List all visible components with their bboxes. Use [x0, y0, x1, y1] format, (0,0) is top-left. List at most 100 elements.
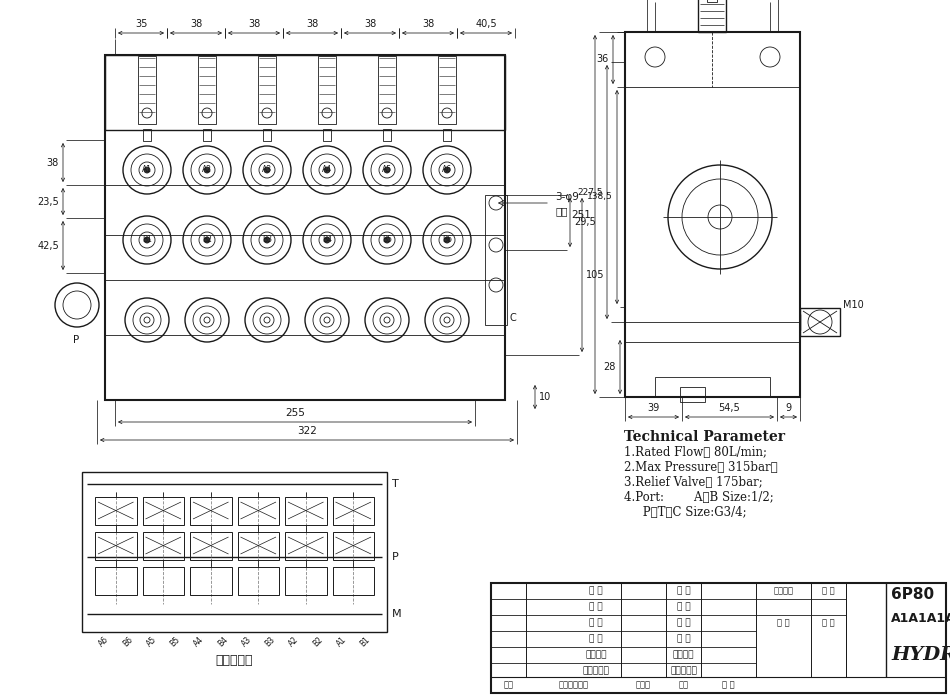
- Bar: [105, 55, 505, 400]
- Bar: [258, 56, 276, 124]
- Text: A5: A5: [382, 166, 392, 175]
- Text: B4: B4: [322, 235, 332, 244]
- Bar: [190, 497, 232, 525]
- Text: A1A1A1A1A1A1GKZ1: A1A1A1A1A1A1GKZ1: [891, 612, 950, 625]
- Text: 4.Port:        A、B Size:1/2;: 4.Port: A、B Size:1/2;: [624, 491, 773, 504]
- Text: A2: A2: [287, 635, 300, 649]
- Text: P: P: [73, 335, 79, 345]
- Text: 重 量: 重 量: [822, 587, 835, 596]
- Text: P: P: [392, 552, 399, 562]
- Text: 28: 28: [603, 362, 616, 372]
- Text: B3: B3: [263, 635, 276, 649]
- Text: A1: A1: [142, 166, 152, 175]
- Circle shape: [324, 167, 330, 173]
- Text: M10: M10: [843, 300, 864, 310]
- Text: 105: 105: [586, 270, 604, 280]
- Text: 322: 322: [297, 426, 317, 436]
- Text: M: M: [392, 609, 402, 619]
- Bar: [95, 532, 137, 560]
- Text: B2: B2: [202, 235, 212, 244]
- Bar: [82, 472, 387, 632]
- Circle shape: [204, 237, 210, 243]
- Bar: [438, 56, 456, 124]
- Text: 6P80: 6P80: [891, 587, 934, 602]
- Bar: [491, 583, 946, 693]
- Bar: [378, 56, 396, 124]
- Text: 36: 36: [597, 54, 609, 65]
- Text: A3: A3: [262, 166, 272, 175]
- Text: 1.Rated Flow： 80L/min;: 1.Rated Flow： 80L/min;: [624, 446, 767, 459]
- Bar: [332, 497, 374, 525]
- Text: 38: 38: [248, 19, 260, 29]
- Circle shape: [324, 237, 330, 243]
- Text: B1: B1: [358, 635, 371, 649]
- Text: B1: B1: [142, 235, 152, 244]
- Text: Technical Parameter: Technical Parameter: [624, 430, 785, 444]
- Circle shape: [144, 167, 150, 173]
- Text: 批 准: 批 准: [589, 635, 603, 644]
- Text: B5: B5: [168, 635, 181, 649]
- Text: 2.Max Pressure： 315bar，: 2.Max Pressure： 315bar，: [624, 461, 778, 474]
- Bar: [142, 497, 184, 525]
- Text: 23,5: 23,5: [37, 196, 59, 207]
- Text: 38: 38: [47, 157, 59, 168]
- Bar: [263, 129, 271, 141]
- Text: 更改内容标记: 更改内容标记: [559, 681, 588, 690]
- Text: B3: B3: [262, 235, 272, 244]
- Text: B2: B2: [311, 635, 324, 649]
- Bar: [285, 497, 327, 525]
- Text: 制 图: 制 图: [676, 603, 691, 612]
- Bar: [383, 129, 391, 141]
- Text: 35: 35: [135, 19, 147, 29]
- Bar: [625, 32, 800, 397]
- Bar: [485, 195, 507, 325]
- Bar: [142, 532, 184, 560]
- Bar: [680, 387, 705, 402]
- Text: T: T: [392, 479, 399, 489]
- Text: B4: B4: [216, 635, 229, 649]
- Text: 液压原理图: 液压原理图: [216, 654, 254, 667]
- Text: 制 图: 制 图: [589, 603, 603, 612]
- Circle shape: [144, 237, 150, 243]
- Circle shape: [384, 167, 390, 173]
- Text: 39: 39: [647, 403, 659, 413]
- Text: 10: 10: [539, 392, 551, 402]
- Bar: [318, 56, 336, 124]
- Text: 日期: 日期: [678, 681, 689, 690]
- Bar: [707, 0, 717, 2]
- Text: 3.Relief Valve： 175bar;: 3.Relief Valve： 175bar;: [624, 476, 763, 489]
- Bar: [142, 567, 184, 595]
- Bar: [143, 129, 151, 141]
- Text: 共 页: 共 页: [777, 619, 789, 628]
- Text: 图号标记: 图号标记: [773, 587, 793, 596]
- Bar: [443, 129, 451, 141]
- Text: 251: 251: [571, 209, 591, 219]
- Text: 批 准: 批 准: [676, 635, 691, 644]
- Bar: [138, 56, 156, 124]
- Text: 3-φ9: 3-φ9: [555, 192, 579, 202]
- Bar: [698, 0, 726, 32]
- Circle shape: [444, 167, 450, 173]
- Circle shape: [264, 237, 270, 243]
- Bar: [285, 567, 327, 595]
- Text: 校 图: 校 图: [676, 619, 691, 628]
- Text: A6: A6: [97, 635, 110, 649]
- Bar: [95, 567, 137, 595]
- Text: 通孔: 通孔: [555, 206, 567, 216]
- Bar: [238, 497, 279, 525]
- Bar: [655, 377, 770, 397]
- Text: P、T、C Size:G3/4;: P、T、C Size:G3/4;: [624, 506, 747, 519]
- Text: 38: 38: [422, 19, 434, 29]
- Text: 第 页: 第 页: [822, 619, 835, 628]
- Text: 227,5: 227,5: [578, 187, 603, 196]
- Text: 签 名: 签 名: [722, 681, 734, 690]
- Bar: [95, 497, 137, 525]
- Text: A4: A4: [192, 635, 205, 649]
- Circle shape: [264, 167, 270, 173]
- Bar: [203, 129, 211, 141]
- Bar: [332, 567, 374, 595]
- Text: 255: 255: [285, 408, 305, 418]
- Text: A3: A3: [239, 635, 253, 649]
- Text: HYDRAULIC VALVE: HYDRAULIC VALVE: [891, 646, 950, 664]
- Bar: [190, 532, 232, 560]
